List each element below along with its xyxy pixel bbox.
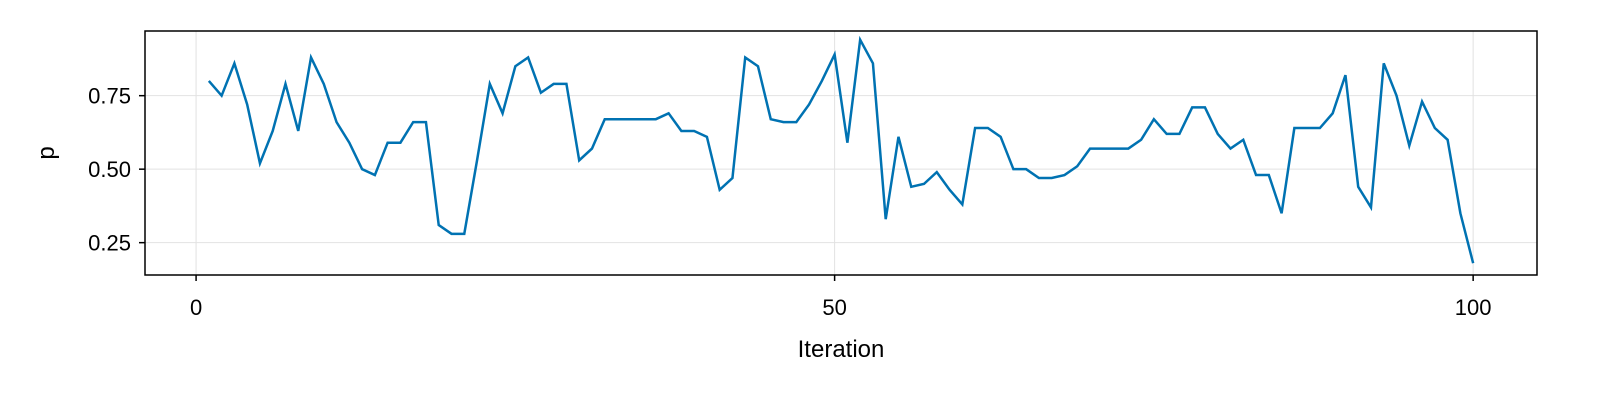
x-axis-label: Iteration — [798, 336, 885, 363]
series-line — [207, 35, 1475, 264]
y-tick-label: 0.75 — [88, 84, 131, 109]
y-axis-label: p — [33, 146, 60, 159]
x-tick-label: 100 — [1455, 295, 1492, 320]
plot-frame — [144, 30, 1538, 276]
x-tick-label: 50 — [822, 295, 846, 320]
series-layer — [207, 35, 1475, 264]
y-tick-label: 0.50 — [88, 157, 131, 182]
y-tick-label: 0.25 — [88, 231, 131, 256]
axis-ticks: 0 50 100 0.25 0.50 0.75 — [88, 84, 1491, 320]
x-tick-label: 0 — [190, 295, 202, 320]
